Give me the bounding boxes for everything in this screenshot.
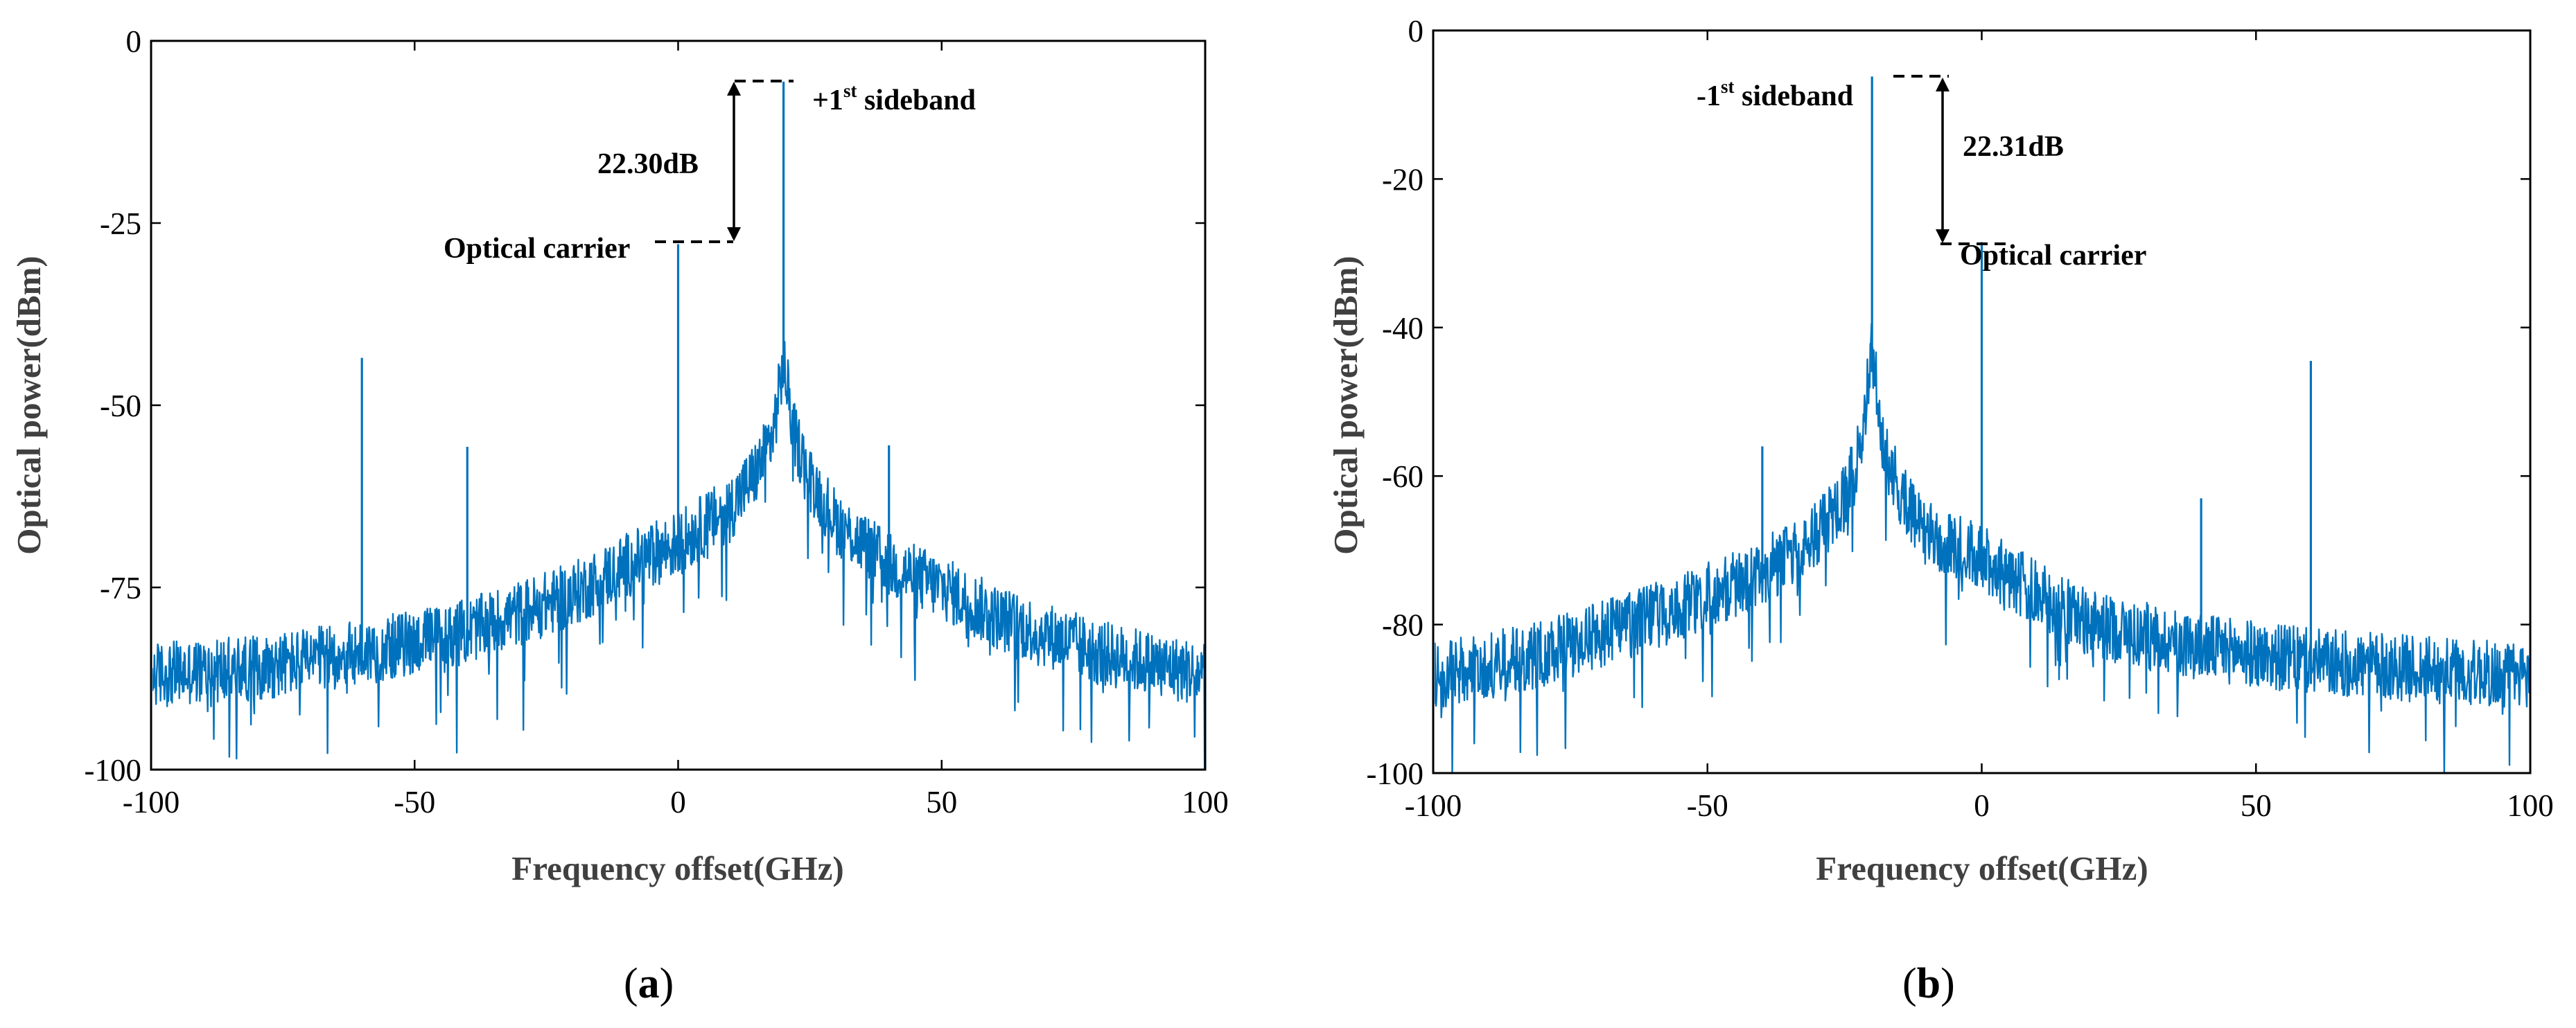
chart-panel-b: -100 -50 0 50 100 -100 -80 -60 -40 -20 0 Frequency… [1326,14,2554,1007]
y-tick-label-b-3: -40 [1382,311,1423,346]
difference-label-b: 22.31dB [1963,131,2064,163]
x-tick-label-a-2: 0 [670,785,686,819]
x-axis-label-b: Frequency offset(GHz) [1816,849,2148,887]
spectrum-series-b [1435,76,2531,772]
x-tick-label-a-3: 50 [926,785,957,819]
x-tick-label-b-1: -50 [1687,788,1728,823]
axis-ticks-a: -100 -50 0 50 100 -100 -75 -50 -25 0 [85,24,1229,819]
y-tick-label-b-1: -80 [1382,608,1423,643]
caption-a: (a) [624,960,674,1007]
x-tick-label-a-1: -50 [394,785,435,819]
y-axis-label-b: Optical power(dBm) [1326,256,1365,554]
x-tick-label-b-0: -100 [1405,788,1462,823]
y-tick-label-b-4: -20 [1382,162,1423,197]
arrow-head-down-b [1936,229,1949,243]
x-axis-label-a: Frequency offset(GHz) [511,849,843,887]
arrow-head-up-b [1936,78,1949,91]
y-tick-label-a-1: -75 [100,571,141,605]
y-tick-label-a-3: -25 [100,206,141,241]
annotations-b: 22.31dB Optical carrier -1st sideband [1697,75,2146,272]
y-axis-label-a: Optical power(dBm) [10,256,48,554]
x-tick-label-a-0: -100 [123,785,180,819]
sideband-label-a: +1st sideband [812,80,976,116]
difference-label-a: 22.30dB [597,148,699,180]
sideband-label-b: -1st sideband [1697,76,1853,112]
chart-panel-a: -100 -50 0 50 100 -100 -75 -50 -25 0 Frequency of… [10,24,1229,1007]
arrow-head-up-a [727,82,741,96]
spectrum-trace-a [152,341,1206,769]
y-tick-label-b-0: -100 [1367,756,1424,791]
x-tick-label-b-3: 50 [2241,788,2272,823]
arrow-head-down-a [727,227,741,241]
y-tick-label-a-0: -100 [85,753,142,788]
carrier-label-b: Optical carrier [1960,240,2146,272]
y-tick-label-b-5: 0 [1408,14,1424,48]
spectrum-series-a [152,81,1206,769]
y-tick-label-a-2: -50 [100,389,141,423]
axis-ticks-b: -100 -50 0 50 100 -100 -80 -60 -40 -20 0 [1367,14,2554,823]
x-tick-label-a-4: 100 [1182,785,1229,819]
y-tick-label-a-4: 0 [126,24,142,59]
annotations-a: 22.30dB Optical carrier +1st sideband [444,80,976,265]
y-tick-label-b-2: -60 [1382,459,1423,494]
x-tick-label-b-4: 100 [2507,788,2554,823]
carrier-label-a: Optical carrier [444,233,630,265]
caption-b: (b) [1902,960,1955,1007]
x-tick-label-b-2: 0 [1974,788,1990,823]
